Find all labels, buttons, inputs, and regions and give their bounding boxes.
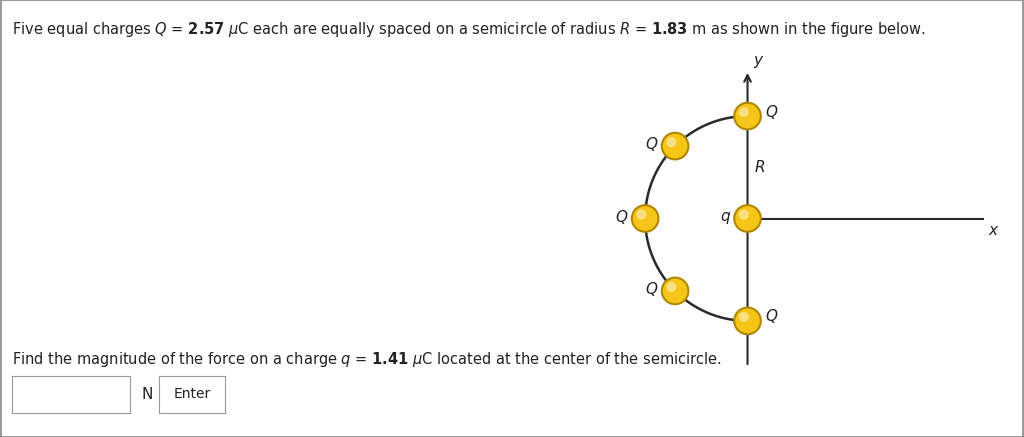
Circle shape [636,209,646,219]
Text: x: x [988,222,997,238]
Text: Five equal charges $Q$ = $\mathbf{2.57}$ $\mu$C each are equally spaced on a sem: Five equal charges $Q$ = $\mathbf{2.57}$… [12,20,926,38]
Text: R: R [755,160,765,175]
Text: N: N [141,387,153,402]
Circle shape [667,137,677,147]
Text: Q: Q [765,104,777,120]
Text: y: y [754,53,763,68]
Text: Find the magnitude of the force on a charge $q$ = $\mathbf{1.41}$ $\mu$C located: Find the magnitude of the force on a cha… [12,350,722,368]
Text: Q: Q [646,282,657,297]
Circle shape [632,205,658,232]
Circle shape [734,308,761,334]
Circle shape [667,282,677,292]
Text: Q: Q [765,309,777,324]
Circle shape [662,133,688,160]
Circle shape [734,205,761,232]
Circle shape [662,277,688,304]
Text: Q: Q [646,137,657,152]
Circle shape [738,209,749,219]
Circle shape [738,312,749,322]
Text: q: q [721,209,730,224]
Text: Enter: Enter [173,387,211,402]
Circle shape [734,103,761,129]
Circle shape [738,107,749,117]
Text: Q: Q [615,210,628,225]
